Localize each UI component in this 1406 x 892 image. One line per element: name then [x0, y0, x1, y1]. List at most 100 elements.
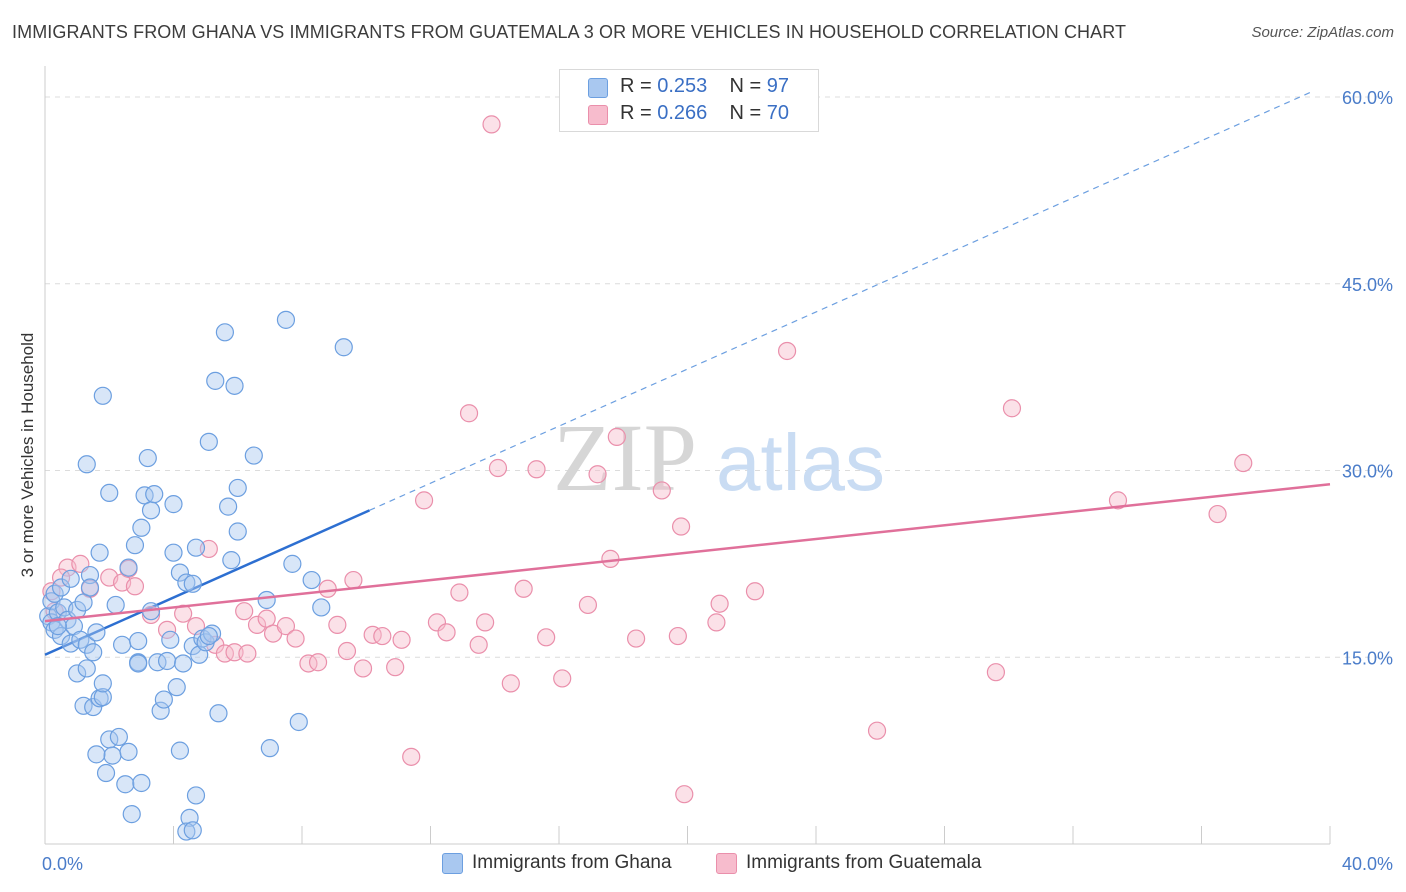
- legend-r-value-ghana: 0.253: [657, 75, 708, 97]
- point-ghana: [206, 371, 225, 390]
- point-ghana: [138, 448, 157, 468]
- point-ghana: [77, 635, 96, 654]
- point-ghana: [219, 497, 238, 516]
- stats-legend: R = 0.253 N = 97 R = 0.266 N = 70: [559, 69, 819, 132]
- point-ghana: [183, 574, 202, 593]
- point-ghana: [116, 775, 135, 794]
- point-ghana: [177, 573, 196, 592]
- y-tick-label: 15.0%: [1342, 648, 1393, 668]
- point-ghana: [312, 598, 331, 617]
- point-ghana: [68, 664, 87, 683]
- point-guatemala: [710, 594, 729, 613]
- point-guatemala: [215, 644, 234, 663]
- point-guatemala: [745, 582, 765, 601]
- legend-n-label: N =: [729, 75, 762, 97]
- point-ghana: [119, 558, 138, 577]
- point-guatemala: [867, 721, 887, 740]
- point-ghana: [77, 455, 96, 474]
- x-tick-label: 0.0%: [42, 854, 83, 874]
- point-guatemala: [225, 643, 244, 662]
- point-ghana: [112, 635, 132, 654]
- point-ghana: [74, 696, 93, 715]
- gridlines: [45, 96, 1395, 658]
- trend-line-guatemala: [44, 482, 1331, 623]
- point-ghana: [202, 624, 222, 643]
- point-guatemala: [450, 583, 469, 602]
- point-guatemala: [157, 620, 177, 639]
- chart-title: IMMIGRANTS FROM GHANA VS IMMIGRANTS FROM…: [12, 22, 1127, 42]
- point-guatemala: [777, 341, 797, 361]
- point-ghana: [225, 376, 244, 395]
- trend-line-ghana: [44, 509, 370, 656]
- point-ghana: [132, 773, 151, 793]
- axes: [44, 66, 1331, 845]
- point-guatemala: [392, 630, 411, 649]
- source-credit: Source: ZipAtlas.com: [1251, 24, 1394, 41]
- point-ghana: [183, 821, 202, 840]
- legend-r-value-guatemala: 0.266: [657, 102, 708, 124]
- point-guatemala: [344, 570, 363, 590]
- point-ghana: [61, 634, 80, 653]
- point-ghana: [90, 543, 109, 562]
- point-ghana: [276, 310, 296, 329]
- watermark-zip: ZIP: [553, 404, 697, 511]
- point-guatemala: [514, 579, 533, 598]
- point-ghana: [167, 678, 186, 697]
- point-ghana: [48, 617, 67, 636]
- point-guatemala: [578, 595, 598, 615]
- point-guatemala: [469, 635, 488, 654]
- point-ghana: [93, 687, 112, 707]
- point-guatemala: [482, 115, 501, 134]
- point-ghana: [119, 742, 138, 761]
- point-ghana: [93, 386, 112, 405]
- point-ghana: [129, 631, 148, 651]
- point-ghana: [215, 323, 234, 342]
- point-guatemala: [353, 659, 373, 678]
- point-ghana: [177, 822, 196, 841]
- point-guatemala: [42, 582, 61, 601]
- point-guatemala: [459, 404, 479, 423]
- legend-swatch-ghana: [588, 78, 608, 98]
- point-guatemala: [501, 674, 520, 693]
- point-guatemala: [607, 427, 626, 446]
- legend-swatch-guatemala: [588, 105, 608, 125]
- point-guatemala: [318, 579, 337, 598]
- point-ghana: [106, 595, 125, 615]
- point-guatemala: [337, 641, 357, 661]
- points-ghana: [39, 310, 353, 841]
- point-guatemala: [675, 785, 694, 804]
- point-guatemala: [601, 549, 620, 568]
- point-ghana: [132, 518, 151, 537]
- point-ghana: [302, 570, 321, 590]
- point-guatemala: [386, 658, 405, 677]
- point-ghana: [51, 626, 71, 646]
- point-guatemala: [1234, 453, 1253, 473]
- legend-n-value-ghana: 97: [766, 75, 790, 97]
- y-tick-label: 30.0%: [1342, 462, 1393, 482]
- point-guatemala: [476, 613, 495, 632]
- bottom-legend-label-guatemala: Immigrants from Guatemala: [746, 852, 982, 873]
- point-ghana: [228, 522, 247, 541]
- point-guatemala: [286, 629, 305, 648]
- point-guatemala: [247, 615, 267, 634]
- point-ghana: [186, 538, 206, 557]
- watermark-atlas: atlas: [716, 418, 885, 507]
- y-tick-label: 45.0%: [1342, 275, 1393, 295]
- point-ghana: [80, 565, 100, 585]
- point-guatemala: [652, 481, 671, 500]
- point-ghana: [109, 727, 128, 747]
- points-guatemala: [42, 115, 1253, 804]
- y-axis-label: 3 or more Vehicles in Household: [18, 333, 37, 578]
- point-guatemala: [488, 458, 508, 478]
- y-tick-label: 60.0%: [1342, 88, 1393, 108]
- point-ghana: [199, 432, 218, 451]
- legend-r-label: R =: [620, 102, 652, 124]
- point-guatemala: [1208, 504, 1227, 524]
- point-ghana: [129, 654, 148, 673]
- point-guatemala: [707, 613, 726, 632]
- point-guatemala: [668, 626, 687, 646]
- point-ghana: [154, 690, 173, 709]
- point-ghana: [260, 739, 279, 758]
- point-guatemala: [588, 465, 607, 484]
- point-guatemala: [328, 615, 347, 634]
